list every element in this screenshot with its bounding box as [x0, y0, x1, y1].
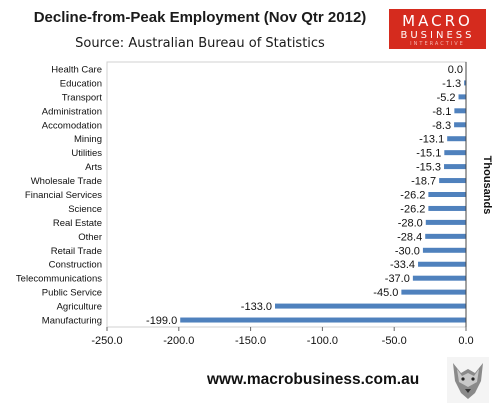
- data-label-0: 0.0: [448, 64, 463, 76]
- category-label-17: Agriculture: [57, 302, 102, 313]
- bar-2: [458, 94, 466, 100]
- data-label-13: -30.0: [395, 245, 420, 257]
- bar-3: [454, 108, 466, 114]
- logo-line-1: MACRO: [402, 12, 473, 30]
- data-label-4: -8.3: [432, 120, 451, 132]
- category-label-11: Real Estate: [53, 218, 102, 229]
- data-label-17: -133.0: [241, 301, 272, 313]
- category-label-7: Arts: [85, 162, 102, 173]
- x-tick-label-1: -200.0: [163, 335, 194, 347]
- data-label-18: -199.0: [146, 315, 177, 327]
- data-label-2: -5.2: [437, 92, 456, 104]
- category-label-8: Wholesale Trade: [31, 176, 102, 187]
- bar-5: [447, 136, 466, 142]
- bar-7: [444, 164, 466, 170]
- category-label-5: Mining: [74, 134, 102, 145]
- data-label-7: -15.3: [416, 162, 441, 174]
- logo-line-2: BUSINESS: [400, 30, 475, 41]
- category-label-0: Health Care: [51, 64, 102, 75]
- category-label-1: Education: [60, 78, 102, 89]
- wolf-logo-icon: [447, 357, 489, 403]
- data-label-1: -1.3: [442, 78, 461, 90]
- bar-17: [275, 303, 466, 309]
- data-label-11: -28.0: [398, 217, 423, 229]
- data-label-15: -37.0: [385, 273, 410, 285]
- data-label-6: -15.1: [416, 148, 441, 160]
- category-label-10: Science: [68, 204, 102, 215]
- x-tick-label-0: -250.0: [91, 335, 122, 347]
- bar-1: [464, 80, 466, 86]
- data-label-5: -13.1: [419, 134, 444, 146]
- x-tick-label-4: -50.0: [382, 335, 407, 347]
- category-label-14: Construction: [49, 260, 102, 271]
- data-label-3: -8.1: [432, 106, 451, 118]
- data-label-12: -28.4: [397, 231, 422, 243]
- category-label-2: Transport: [62, 92, 103, 103]
- data-label-8: -18.7: [411, 176, 436, 188]
- bar-10: [428, 205, 466, 211]
- category-label-6: Utilities: [71, 148, 102, 159]
- x-tick-label-5: 0.0: [458, 335, 473, 347]
- logo-line-3: INTERACTIVE: [410, 41, 465, 47]
- x-tick-label-2: -150.0: [235, 335, 266, 347]
- bar-15: [412, 275, 466, 281]
- bar-6: [444, 150, 466, 156]
- chart-title: Decline-from-Peak Employment (Nov Qtr 20…: [33, 9, 367, 26]
- x-tick-label-3: -100.0: [307, 335, 338, 347]
- bar-16: [401, 289, 466, 295]
- bar-11: [425, 219, 466, 225]
- category-label-3: Administration: [42, 106, 102, 117]
- bar-18: [180, 317, 466, 323]
- bar-4: [454, 122, 466, 128]
- axis-label-thousands: Thousands: [481, 156, 493, 215]
- macrobusiness-logo: MACRO BUSINESS INTERACTIVE: [389, 9, 486, 49]
- bar-8: [439, 178, 466, 184]
- chart-subtitle: Source: Australian Bureau of Statistics: [75, 36, 325, 51]
- data-label-9: -26.2: [400, 190, 425, 202]
- footer-url: www.macrobusiness.com.au: [207, 371, 420, 388]
- bar-12: [425, 233, 466, 239]
- category-label-16: Public Service: [42, 288, 102, 299]
- category-label-15: Telecommunications: [16, 274, 102, 285]
- data-label-14: -33.4: [390, 259, 415, 271]
- category-label-4: Accomodation: [42, 120, 102, 131]
- bar-14: [418, 261, 466, 267]
- category-label-18: Manufacturing: [42, 316, 102, 327]
- category-label-13: Retail Trade: [51, 246, 102, 257]
- data-label-10: -26.2: [400, 203, 425, 215]
- category-label-12: Other: [78, 232, 102, 243]
- category-label-9: Financial Services: [25, 190, 102, 201]
- data-label-16: -45.0: [373, 287, 398, 299]
- bar-9: [428, 192, 466, 197]
- bar-13: [422, 247, 466, 253]
